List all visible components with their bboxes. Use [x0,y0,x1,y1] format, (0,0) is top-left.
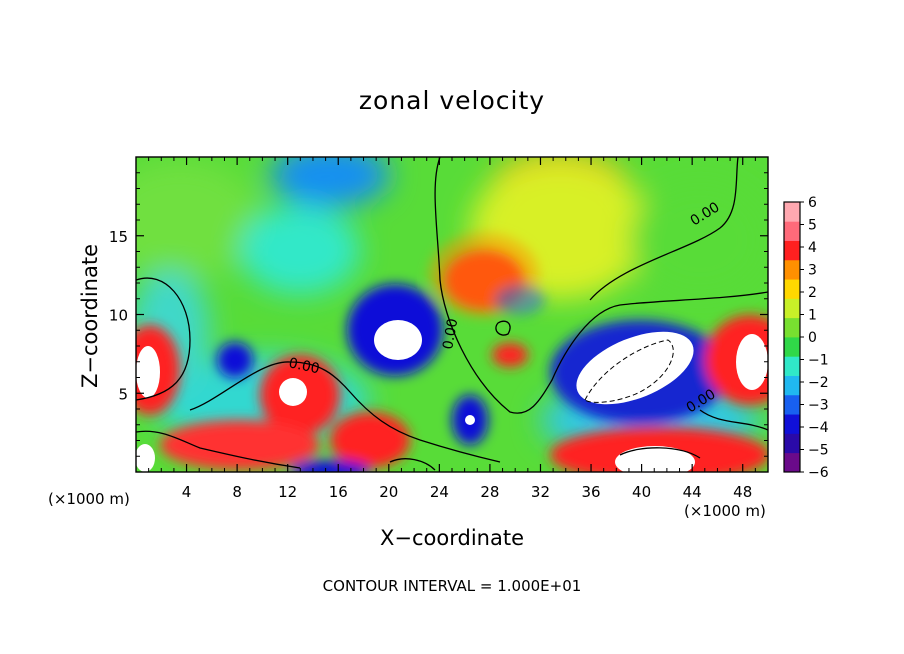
white-core-bottom-left [135,444,155,472]
x-tick-label: 44 [683,483,702,501]
x-axis-label: X−coordinate [320,526,584,550]
x-tick-label: 24 [430,483,449,501]
colorbar-tick-label: −3 [808,398,829,414]
heatmap-field [100,143,795,483]
x-tick-label: 12 [278,483,297,501]
x-tick-label: 20 [379,483,398,501]
colorbar-tick-label: 4 [808,240,817,256]
chart-title: zonal velocity [0,86,904,115]
colorbar-tick-label: −1 [808,353,829,369]
colorbar-tick-label: 0 [808,330,817,346]
colorbar-swatch [784,202,800,222]
white-core-small-left [279,378,307,406]
upper-blue-patch [270,143,390,207]
colorbar-swatch [784,279,800,299]
x-tick-label: 28 [480,483,499,501]
blue-mid-band [495,285,545,315]
colorbar-tick-label: −5 [808,443,829,459]
colorbar-tick-label: −2 [808,375,829,391]
colorbar-swatch [784,414,800,434]
contour-interval-caption: CONTOUR INTERVAL = 1.000E+01 [0,577,904,595]
x-tick-label: 32 [531,483,550,501]
colorbar-swatch [784,395,800,415]
white-core-far-right [736,334,768,390]
colorbar-swatch [784,356,800,376]
colorbar-swatch [784,298,800,318]
colorbar-tick-label: 3 [808,263,817,279]
white-core-left [136,346,160,398]
colorbar-swatch [784,260,800,280]
x-unit-label-right: (×1000 m) [684,502,766,520]
colorbar-swatch [784,221,800,241]
colorbar-swatch [784,376,800,396]
colorbar-tick-label: 1 [808,308,817,324]
colorbar-tick-label: 2 [808,285,817,301]
y-tick-label: 10 [109,307,128,325]
x-tick-label: 36 [581,483,600,501]
x-tick-label: 40 [632,483,651,501]
colorbar: 6 5 4 3 2 1 0 −1 −2 −3 −4 −5 −6 [784,195,829,481]
blue-bottom-band [290,460,370,480]
x-unit-label-left: (×1000 m) [48,490,130,508]
white-core-small-center [465,415,475,425]
colorbar-swatch [784,433,800,453]
red-small-center [492,343,528,367]
upper-cyan-patch [240,205,360,295]
colorbar-tick-label: 6 [808,195,817,211]
white-core-center [374,320,422,360]
colorbar-tick-label: −6 [808,465,829,481]
x-tick-label: 16 [329,483,348,501]
x-tick-label: 8 [232,483,242,501]
upper-left-green [100,160,260,280]
colorbar-tick-label: 5 [808,218,817,234]
y-axis-label: Z−coordinate [78,244,102,388]
x-tick-label: 4 [182,483,192,501]
colorbar-tick-label: −4 [808,420,829,436]
red-patch-bottom-left [160,420,320,470]
y-tick-label: 15 [109,228,128,246]
colorbar-swatch [784,337,800,357]
colorbar-swatch [784,453,800,473]
x-tick-label: 48 [733,483,752,501]
colorbar-swatch [784,318,800,338]
colorbar-swatch [784,241,800,261]
blue-small-left [217,342,253,378]
y-tick-label: 5 [118,385,128,403]
